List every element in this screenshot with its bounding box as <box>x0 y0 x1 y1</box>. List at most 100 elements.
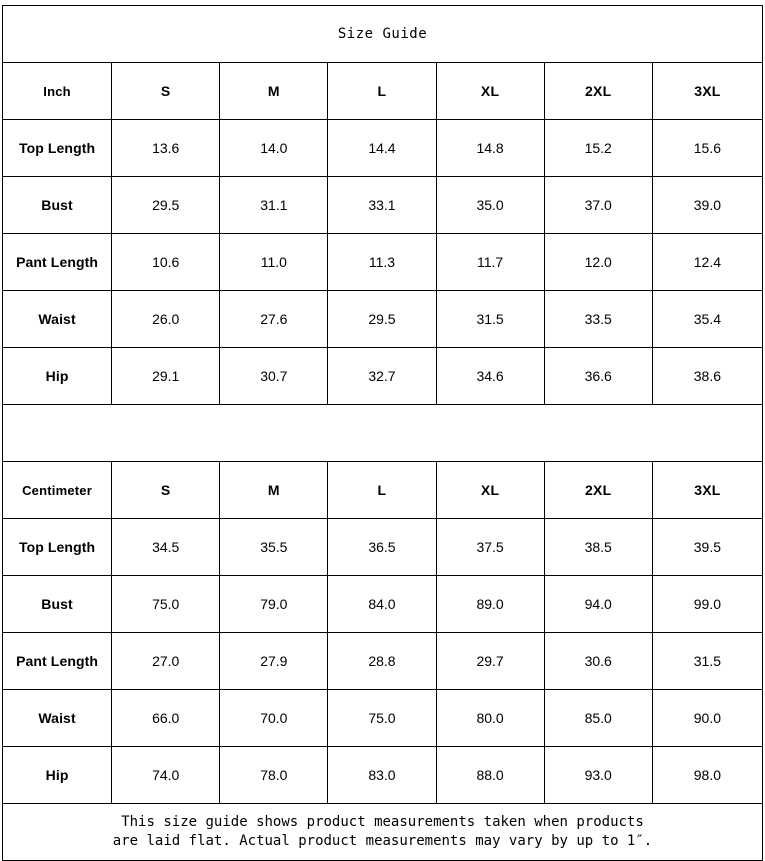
table-row: Top Length 13.6 14.0 14.4 14.8 15.2 15.6 <box>1 119 764 177</box>
centimeter-pant-length-3xl: 31.5 <box>651 632 764 690</box>
centimeter-hip-m: 78.0 <box>219 746 329 804</box>
inch-row-label-top-length: Top Length <box>1 119 113 177</box>
inch-top-length-l: 14.4 <box>327 119 437 177</box>
centimeter-row-label-pant-length: Pant Length <box>1 632 113 690</box>
inch-hip-s: 29.1 <box>111 347 221 405</box>
table-row: Hip 29.1 30.7 32.7 34.6 36.6 38.6 <box>1 347 764 405</box>
inch-bust-3xl: 39.0 <box>651 176 764 234</box>
table-row: Hip 74.0 78.0 83.0 88.0 93.0 98.0 <box>1 746 764 804</box>
inch-column-header-3xl: 3XL <box>651 62 764 120</box>
centimeter-top-length-m: 35.5 <box>219 518 329 576</box>
centimeter-row-label-top-length: Top Length <box>1 518 113 576</box>
centimeter-waist-3xl: 90.0 <box>651 689 764 747</box>
table-row: Pant Length 10.6 11.0 11.3 11.7 12.0 12.… <box>1 233 764 291</box>
inch-pant-length-xl: 11.7 <box>435 233 545 291</box>
centimeter-waist-s: 66.0 <box>111 689 221 747</box>
centimeter-bust-l: 84.0 <box>327 575 437 633</box>
size-guide-body: Size Guide Inch S M L XL 2XL 3XL Top Len… <box>1 5 764 861</box>
title-row: Size Guide <box>2 5 763 63</box>
centimeter-waist-xl: 80.0 <box>435 689 545 747</box>
centimeter-column-header-3xl: 3XL <box>651 461 764 519</box>
table-spacer <box>2 404 763 462</box>
centimeter-pant-length-xl: 29.7 <box>435 632 545 690</box>
centimeter-hip-s: 74.0 <box>111 746 221 804</box>
centimeter-column-header-s: S <box>111 461 221 519</box>
centimeter-pant-length-s: 27.0 <box>111 632 221 690</box>
inch-column-header-xl: XL <box>435 62 545 120</box>
centimeter-pant-length-2xl: 30.6 <box>543 632 653 690</box>
centimeter-bust-m: 79.0 <box>219 575 329 633</box>
inch-pant-length-s: 10.6 <box>111 233 221 291</box>
inch-row-label-bust: Bust <box>1 176 113 234</box>
inch-hip-2xl: 36.6 <box>543 347 653 405</box>
inch-top-length-s: 13.6 <box>111 119 221 177</box>
table-row: Pant Length 27.0 27.9 28.8 29.7 30.6 31.… <box>1 632 764 690</box>
inch-pant-length-l: 11.3 <box>327 233 437 291</box>
centimeter-hip-2xl: 93.0 <box>543 746 653 804</box>
inch-column-header-m: M <box>219 62 329 120</box>
inch-waist-xl: 31.5 <box>435 290 545 348</box>
inch-top-length-3xl: 15.6 <box>651 119 764 177</box>
centimeter-row-label-bust: Bust <box>1 575 113 633</box>
inch-top-length-m: 14.0 <box>219 119 329 177</box>
centimeter-hip-l: 83.0 <box>327 746 437 804</box>
inch-row-label-hip: Hip <box>1 347 113 405</box>
inch-waist-s: 26.0 <box>111 290 221 348</box>
centimeter-column-header-2xl: 2XL <box>543 461 653 519</box>
centimeter-row-label-waist: Waist <box>1 689 113 747</box>
centimeter-row-label-hip: Hip <box>1 746 113 804</box>
centimeter-top-length-s: 34.5 <box>111 518 221 576</box>
inch-hip-m: 30.7 <box>219 347 329 405</box>
centimeter-top-length-xl: 37.5 <box>435 518 545 576</box>
centimeter-bust-xl: 89.0 <box>435 575 545 633</box>
inch-bust-l: 33.1 <box>327 176 437 234</box>
centimeter-pant-length-m: 27.9 <box>219 632 329 690</box>
inch-waist-l: 29.5 <box>327 290 437 348</box>
footer-note-row: This size guide shows product measuremen… <box>2 803 763 861</box>
inch-column-header-2xl: 2XL <box>543 62 653 120</box>
footer-note: This size guide shows product measuremen… <box>2 803 763 861</box>
inch-hip-l: 32.7 <box>327 347 437 405</box>
inch-bust-s: 29.5 <box>111 176 221 234</box>
inch-waist-m: 27.6 <box>219 290 329 348</box>
inch-column-header-s: S <box>111 62 221 120</box>
centimeter-pant-length-l: 28.8 <box>327 632 437 690</box>
centimeter-waist-2xl: 85.0 <box>543 689 653 747</box>
centimeter-column-header-l: L <box>327 461 437 519</box>
table-row: Bust 75.0 79.0 84.0 89.0 94.0 99.0 <box>1 575 764 633</box>
inch-pant-length-2xl: 12.0 <box>543 233 653 291</box>
inch-bust-2xl: 37.0 <box>543 176 653 234</box>
inch-unit-label: Inch <box>1 62 113 120</box>
centimeter-bust-3xl: 99.0 <box>651 575 764 633</box>
inch-pant-length-m: 11.0 <box>219 233 329 291</box>
inch-pant-length-3xl: 12.4 <box>651 233 764 291</box>
table-row: Bust 29.5 31.1 33.1 35.0 37.0 39.0 <box>1 176 764 234</box>
inch-top-length-2xl: 15.2 <box>543 119 653 177</box>
centimeter-bust-s: 75.0 <box>111 575 221 633</box>
inch-waist-3xl: 35.4 <box>651 290 764 348</box>
footer-note-line-1: This size guide shows product measuremen… <box>121 814 644 830</box>
inch-waist-2xl: 33.5 <box>543 290 653 348</box>
table-spacer-row <box>2 404 763 462</box>
size-guide-table: Size Guide Inch S M L XL 2XL 3XL Top Len… <box>1 5 764 861</box>
inch-row-label-waist: Waist <box>1 290 113 348</box>
centimeter-top-length-l: 36.5 <box>327 518 437 576</box>
size-guide-container: Size Guide Inch S M L XL 2XL 3XL Top Len… <box>1 5 764 861</box>
inch-header-row: Inch S M L XL 2XL 3XL <box>1 62 764 120</box>
centimeter-header-row: Centimeter S M L XL 2XL 3XL <box>1 461 764 519</box>
centimeter-waist-l: 75.0 <box>327 689 437 747</box>
centimeter-column-header-xl: XL <box>435 461 545 519</box>
centimeter-column-header-m: M <box>219 461 329 519</box>
table-row: Waist 66.0 70.0 75.0 80.0 85.0 90.0 <box>1 689 764 747</box>
centimeter-unit-label: Centimeter <box>1 461 113 519</box>
centimeter-waist-m: 70.0 <box>219 689 329 747</box>
centimeter-top-length-3xl: 39.5 <box>651 518 764 576</box>
inch-bust-m: 31.1 <box>219 176 329 234</box>
centimeter-top-length-2xl: 38.5 <box>543 518 653 576</box>
table-row: Top Length 34.5 35.5 36.5 37.5 38.5 39.5 <box>1 518 764 576</box>
inch-column-header-l: L <box>327 62 437 120</box>
page-title: Size Guide <box>2 5 763 63</box>
centimeter-hip-3xl: 98.0 <box>651 746 764 804</box>
inch-top-length-xl: 14.8 <box>435 119 545 177</box>
centimeter-bust-2xl: 94.0 <box>543 575 653 633</box>
